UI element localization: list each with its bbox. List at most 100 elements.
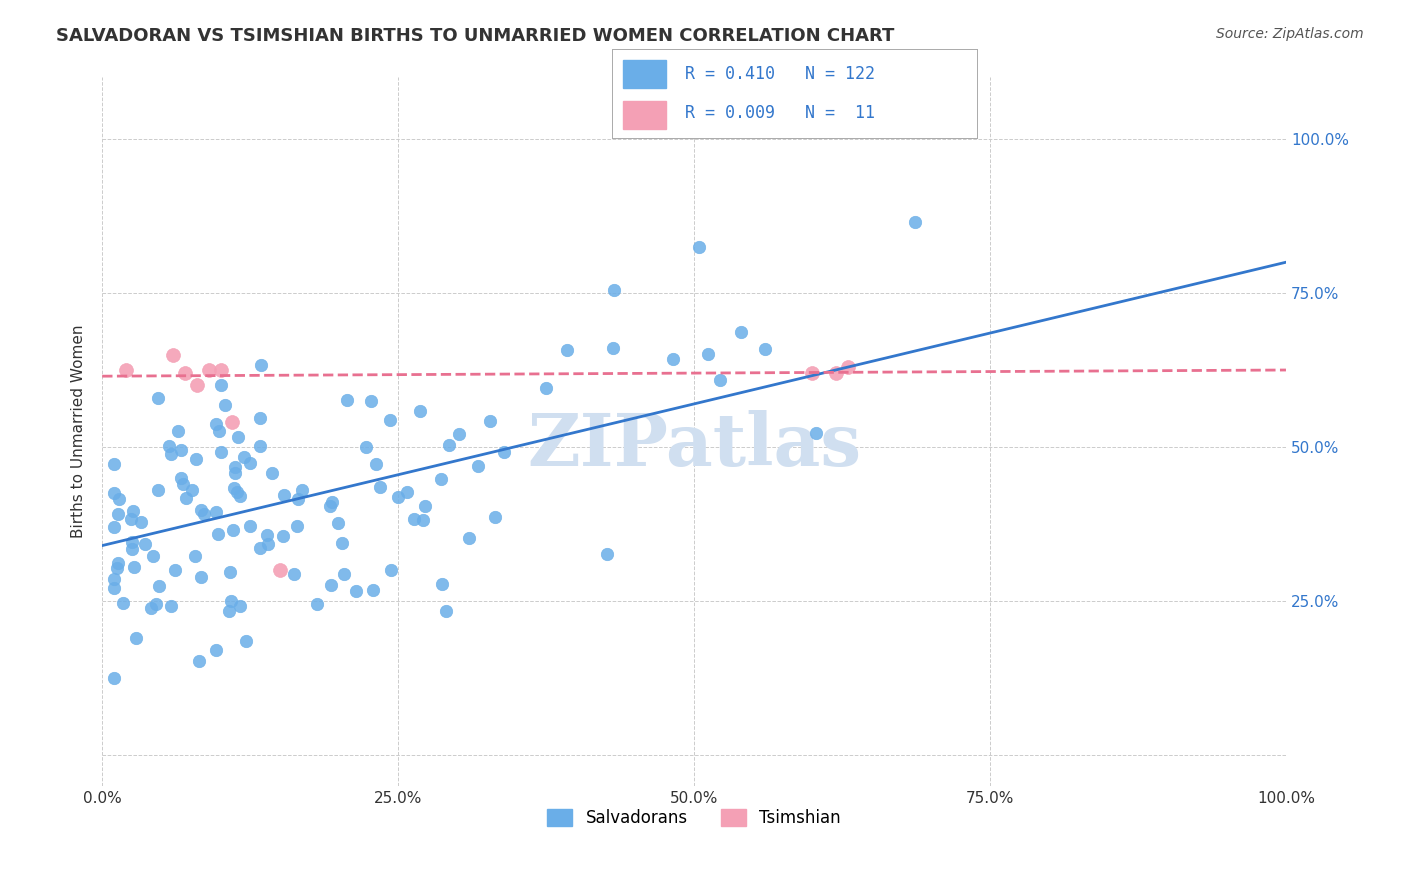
Point [467,458,489,473]
Point [449,426,471,441]
Point [228,430,250,444]
Point [172,477,194,491]
Point [204,505,226,519]
Point [395,484,418,499]
Point [103,485,125,500]
Point [273,488,295,502]
Point [430,577,453,591]
Point [368,480,391,494]
Point [273,529,295,543]
Point [321,495,343,509]
Point [709,374,731,388]
Point [222,523,245,537]
Point [157,439,180,453]
Point [145,597,167,611]
FancyBboxPatch shape [623,60,666,88]
Point [287,519,309,533]
Point [257,537,280,551]
Point [205,642,228,657]
Point [825,366,848,380]
Point [801,366,824,380]
Point [434,604,457,618]
Point [146,483,169,498]
Point [904,215,927,229]
Point [412,513,434,527]
Point [160,599,183,614]
Point [319,499,342,513]
Point [249,541,271,555]
Point [430,472,453,486]
Point [361,582,384,597]
Text: SALVADORAN VS TSIMSHIAN BIRTHS TO UNMARRIED WOMEN CORRELATION CHART: SALVADORAN VS TSIMSHIAN BIRTHS TO UNMARR… [56,27,894,45]
Point [360,394,382,409]
Point [336,392,359,407]
Y-axis label: Births to Unmarried Women: Births to Unmarried Women [72,325,86,539]
Point [222,482,245,496]
Point [697,347,720,361]
Point [364,457,387,471]
Point [134,537,156,551]
Point [121,535,143,549]
Point [536,381,558,395]
Point [170,442,193,457]
Point [287,492,309,507]
Point [321,578,343,592]
Point [107,556,129,570]
Point [103,581,125,595]
Point [221,416,243,430]
Point [111,596,134,610]
Point [225,485,247,500]
Point [190,502,212,516]
Point [249,439,271,453]
Point [239,456,262,470]
Point [409,404,432,418]
Point [224,467,246,481]
Point [219,594,242,608]
Point [120,512,142,526]
Text: Source: ZipAtlas.com: Source: ZipAtlas.com [1216,27,1364,41]
Point [458,531,481,545]
Point [197,363,219,377]
Point [146,391,169,405]
Point [107,507,129,521]
Point [333,566,356,581]
Point [209,363,232,377]
Point [103,520,125,534]
Point [209,378,232,392]
Text: R = 0.410   N = 122: R = 0.410 N = 122 [685,65,875,83]
Point [730,325,752,339]
Point [249,411,271,425]
Point [387,490,409,504]
Point [160,447,183,461]
Point [162,348,184,362]
Point [233,450,256,464]
Point [229,599,252,613]
Point [326,516,349,530]
Point [378,413,401,427]
Point [330,536,353,550]
Point [186,378,208,392]
Point [219,565,242,579]
Point [184,549,207,563]
Point [239,519,262,533]
Point [190,570,212,584]
Text: R = 0.009   N =  11: R = 0.009 N = 11 [685,104,875,122]
Point [437,437,460,451]
Point [249,358,271,372]
Point [344,583,367,598]
Point [214,398,236,412]
Point [229,489,252,503]
Point [188,654,211,668]
Point [103,572,125,586]
Legend: Salvadorans, Tsimshian: Salvadorans, Tsimshian [540,803,848,834]
Point [235,634,257,648]
Point [115,363,138,377]
Point [209,444,232,458]
Point [105,560,128,574]
Point [193,507,215,521]
Point [205,417,228,431]
Point [305,597,328,611]
Point [186,452,208,467]
Point [174,491,197,505]
Point [103,671,125,685]
